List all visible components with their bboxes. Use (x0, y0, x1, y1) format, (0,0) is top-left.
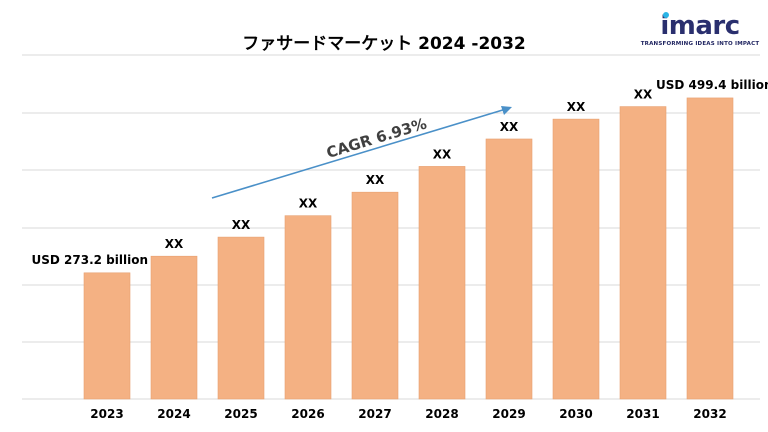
value-label-2027: XX (366, 173, 385, 187)
x-tick-label-2028: 2028 (425, 407, 458, 421)
x-axis-labels: 2023 2024 2025 2026 2027 2028 2029 2030 2031 2032 (90, 407, 726, 421)
x-tick-label-2030: 2030 (559, 407, 592, 421)
x-tick-label-2026: 2026 (291, 407, 324, 421)
bar-2031 (619, 106, 667, 400)
bar-2032 (686, 97, 734, 400)
x-tick-label-2027: 2027 (358, 407, 391, 421)
value-label-2024: XX (165, 237, 184, 251)
bar-2024 (150, 255, 198, 400)
x-tick-label-2024: 2024 (157, 407, 190, 421)
logo-tagline: TRANSFORMING IDEAS INTO IMPACT (640, 41, 760, 47)
x-tick-label-2029: 2029 (492, 407, 525, 421)
bar-2025 (217, 236, 265, 400)
value-label-2025: XX (232, 218, 251, 232)
value-label-2029: XX (500, 120, 519, 134)
bar-2023 (83, 272, 131, 400)
logo-name: imarc (660, 11, 740, 41)
value-label-2031: XX (634, 88, 653, 102)
x-tick-label-2031: 2031 (626, 407, 659, 421)
logo-dot-icon (663, 12, 670, 18)
value-label-2028: XX (433, 147, 452, 161)
cagr-label: CAGR 6.93% (324, 115, 429, 162)
value-label-2032: USD 499.4 billion (656, 78, 768, 92)
bar-2028 (418, 166, 466, 400)
x-tick-label-2023: 2023 (90, 407, 123, 421)
cagr-arrow-line (211, 108, 507, 199)
bar-2029 (485, 138, 533, 400)
cagr-arrow-head-icon (501, 106, 512, 115)
value-label-2026: XX (299, 197, 318, 211)
bars (83, 97, 734, 400)
x-tick-label-2032: 2032 (693, 407, 726, 421)
bar-2030 (552, 118, 600, 400)
imarc-logo: imarc TRANSFORMING IDEAS INTO IMPACT (640, 12, 760, 47)
bar-2027 (351, 191, 399, 400)
bar-2026 (284, 215, 332, 400)
logo-wordmark: imarc (660, 11, 740, 41)
chart-title: ファサードマーケット 2024 -2032 (242, 34, 526, 54)
cagr-annotation: CAGR 6.93% (211, 106, 512, 199)
value-label-2030: XX (567, 100, 586, 114)
value-label-2023: USD 273.2 billion (32, 253, 149, 267)
x-tick-label-2025: 2025 (224, 407, 257, 421)
